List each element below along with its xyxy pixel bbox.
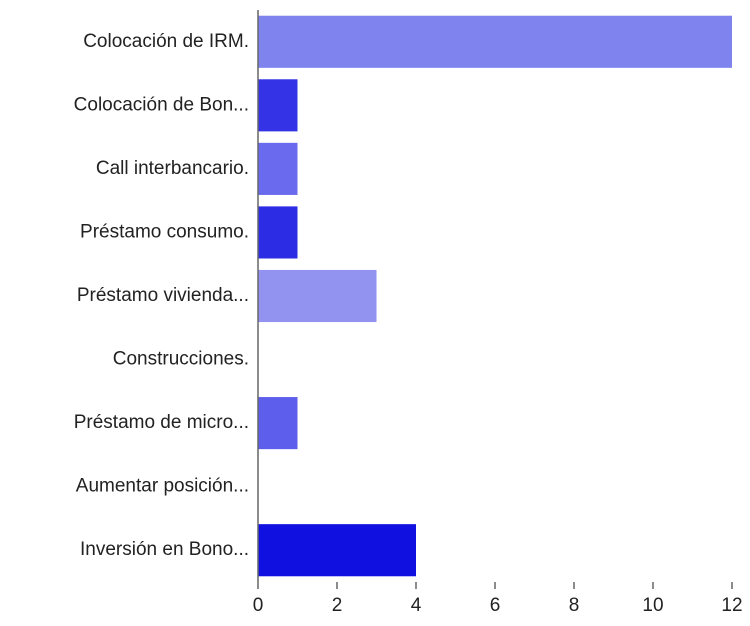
y-tick-label: Call interbancario.	[96, 158, 249, 179]
x-tick-label: 12	[721, 595, 742, 616]
x-tick-label: 4	[411, 595, 422, 616]
bar	[258, 269, 377, 323]
bar	[258, 142, 298, 195]
y-tick-label: Préstamo de micro...	[74, 412, 249, 433]
y-tick-label: Préstamo vivienda...	[77, 285, 249, 306]
bar	[258, 206, 298, 259]
y-tick-label: Colocación de IRM.	[83, 31, 249, 52]
bar	[258, 524, 416, 577]
y-tick-label: Aumentar posición...	[76, 476, 249, 497]
bar	[258, 397, 298, 450]
bar	[258, 15, 732, 68]
x-tick-label: 10	[642, 595, 663, 616]
x-tick-label: 8	[569, 595, 580, 616]
y-tick-label: Construcciones.	[113, 349, 249, 370]
x-tick-label: 2	[332, 595, 343, 616]
y-tick-label: Colocación de Bon...	[74, 94, 249, 115]
x-tick-label: 0	[253, 595, 264, 616]
x-tick-label: 6	[490, 595, 501, 616]
y-tick-label: Préstamo consumo.	[80, 221, 249, 242]
bar	[258, 79, 298, 132]
y-tick-label: Inversión en Bono...	[80, 539, 249, 560]
